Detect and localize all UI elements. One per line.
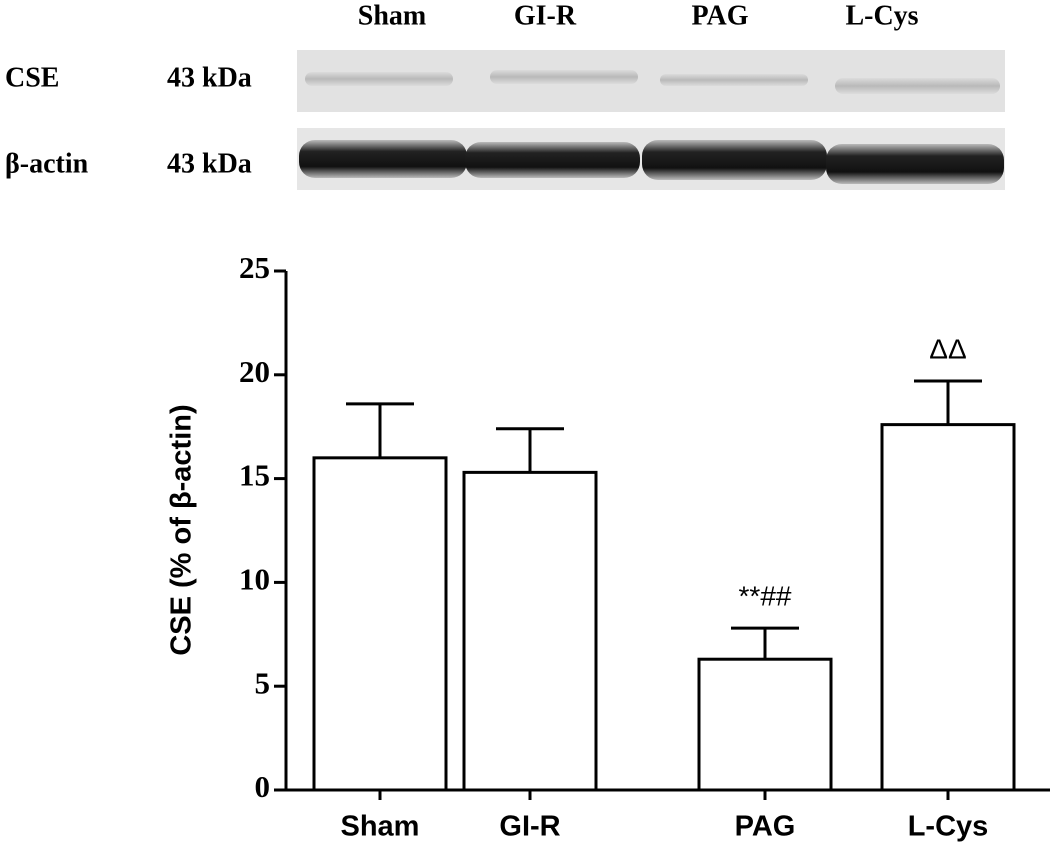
blot-band (305, 72, 453, 86)
error-bar (346, 402, 414, 458)
row-label: CSE (5, 62, 59, 93)
y-tick-label: 20 (239, 354, 270, 389)
x-tick-label: Sham (341, 811, 420, 843)
bar (312, 456, 448, 792)
error-bar (731, 626, 799, 660)
row-size: 43 kDa (167, 62, 252, 93)
lane-label: Sham (358, 0, 426, 31)
bar-annotation: ΔΔ (929, 333, 966, 364)
lane-label: L-Cys (845, 0, 918, 31)
y-tick-label: 25 (239, 250, 270, 285)
error-bar (496, 427, 564, 473)
x-tick-label: L-Cys (908, 811, 989, 843)
y-tick-label: 0 (255, 769, 271, 804)
error-bar (914, 379, 982, 425)
y-tick-label: 10 (239, 562, 270, 597)
row-size: 43 kDa (167, 148, 252, 179)
row-label: β-actin (5, 148, 89, 179)
x-tick-label: PAG (735, 811, 796, 843)
y-axis-label: CSE (% of β-actin) (166, 404, 198, 655)
bar (462, 470, 598, 792)
blot-band (835, 78, 1000, 94)
lane-label: PAG (691, 0, 748, 31)
blot-band (660, 74, 808, 86)
y-tick-label: 15 (239, 458, 270, 493)
lane-label: GI-R (514, 0, 577, 31)
blot-band (642, 140, 827, 180)
bar-annotation: **## (739, 580, 792, 611)
blot-band (299, 140, 467, 178)
blot-band (490, 70, 638, 84)
blot: Sham GI-R PAG L-Cys CSE 43 kDa β-actin 4… (5, 0, 1005, 190)
x-tick-label: GI-R (499, 811, 560, 843)
blot-band (465, 142, 640, 178)
bar (880, 423, 1016, 792)
bar (697, 657, 833, 792)
y-tick-label: 5 (255, 665, 271, 700)
blot-band (826, 144, 1004, 184)
